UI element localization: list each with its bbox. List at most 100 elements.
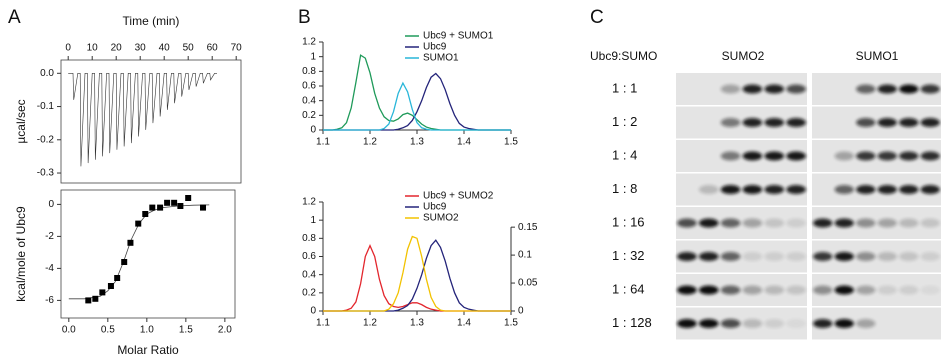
blot-band [878, 118, 897, 127]
blot-band [743, 85, 763, 94]
x-tick-label: 0 [65, 43, 71, 54]
y-tick-label: -0.3 [37, 168, 55, 179]
y-tick-label: -0.2 [37, 134, 55, 145]
blot-band [813, 319, 832, 328]
blot-band [743, 152, 763, 161]
blot-band [813, 252, 832, 261]
x-tick-label: 1.4 [457, 318, 471, 329]
x-tick-label: 50 [183, 43, 195, 54]
blot-band [899, 286, 918, 295]
blot-band [743, 286, 763, 295]
blot-band [699, 185, 719, 194]
y-tick-label: 0.4 [302, 269, 316, 280]
data-point [114, 275, 120, 281]
row-label: 1 : 2 [612, 114, 637, 129]
blot-band [813, 286, 832, 295]
blot-band [764, 118, 784, 127]
x-tick-label: 1.5 [179, 325, 193, 336]
legend-label: Ubc9 + SUMO1 [423, 31, 494, 42]
row-label: 1 : 16 [612, 214, 645, 229]
blot-band [899, 185, 918, 194]
blot-band [743, 219, 763, 228]
x-tick-label: 1.0 [140, 325, 154, 336]
blot-band [786, 286, 806, 295]
blot-band [699, 319, 719, 328]
blot-band [677, 286, 697, 295]
blot-band [677, 219, 697, 228]
blot-band [878, 286, 897, 295]
figure: A B C Ubc9:SUMO SUMO2 SUMO1 010203040506… [0, 0, 941, 357]
blot-band [921, 219, 940, 228]
x-tick-label: 1.4 [457, 137, 471, 148]
blot-band [764, 286, 784, 295]
blot-band [921, 118, 940, 127]
blot-band [878, 252, 897, 261]
x-tick-label: 1.2 [363, 137, 377, 148]
data-point [135, 221, 141, 227]
y-tick-label: -4 [45, 263, 54, 274]
blot-band [856, 219, 875, 228]
y-tick-label: 0.2 [302, 110, 316, 121]
x-tick-label: 1.3 [410, 318, 424, 329]
blot-band [786, 152, 806, 161]
y-tick-label: 1 [310, 51, 316, 62]
blot-band [878, 185, 897, 194]
blot-band [721, 219, 741, 228]
blot-band [899, 252, 918, 261]
blot-column: SUMO1 [856, 49, 899, 63]
data-point [171, 200, 177, 206]
x-tick-label: 1.2 [363, 318, 377, 329]
blot-band [856, 252, 875, 261]
blot-band [743, 252, 763, 261]
blot-band [699, 219, 719, 228]
data-point [99, 289, 105, 295]
blot-band [878, 85, 897, 94]
blot-band [764, 85, 784, 94]
data-line [323, 55, 511, 130]
blot-band [721, 319, 741, 328]
blot-band [764, 152, 784, 161]
row-label: 1 : 8 [612, 181, 637, 196]
legend-label: SUMO1 [423, 53, 459, 64]
blot-band [699, 286, 719, 295]
x-tick-label: 20 [111, 43, 123, 54]
x-tick-label: 1.1 [316, 137, 330, 148]
blot-band [856, 85, 875, 94]
row-label: 1 : 32 [612, 248, 645, 263]
data-point [121, 259, 127, 265]
y-tick-label: 0 [310, 125, 316, 136]
y-tick-label: -6 [45, 295, 54, 306]
blot-band [721, 152, 741, 161]
y2-tick-label: 0.1 [518, 250, 532, 261]
blot-band [721, 118, 741, 127]
blot-band [721, 286, 741, 295]
fit-line [69, 205, 209, 299]
data-point [127, 240, 133, 246]
blot-band [786, 252, 806, 261]
blot-band [835, 319, 854, 328]
blot-band [921, 286, 940, 295]
data-point [142, 211, 148, 217]
x-axis-title: Molar Ratio [117, 343, 179, 357]
y-tick-label: -0.1 [37, 101, 55, 112]
data-point [108, 283, 114, 289]
blot-band [743, 185, 763, 194]
y-tick-label: 0.8 [302, 66, 316, 77]
blot-band [835, 286, 854, 295]
blot-band [856, 319, 875, 328]
blot-band [743, 118, 763, 127]
blot-band [721, 185, 741, 194]
legend-label: SUMO2 [423, 213, 459, 224]
x-tick-label: 10 [87, 43, 99, 54]
blot-band [786, 319, 806, 328]
x-tick-label: 40 [159, 43, 171, 54]
legend-label: Ubc9 + SUMO2 [423, 191, 494, 202]
blot-band [921, 252, 940, 261]
y-tick-label: 0.4 [302, 95, 316, 106]
y-tick-label: 1 [310, 215, 316, 226]
y-tick-label: 0.2 [302, 287, 316, 298]
blot-band [764, 219, 784, 228]
blot-band [813, 219, 832, 228]
blot-band [721, 252, 741, 261]
blot-band [764, 185, 784, 194]
